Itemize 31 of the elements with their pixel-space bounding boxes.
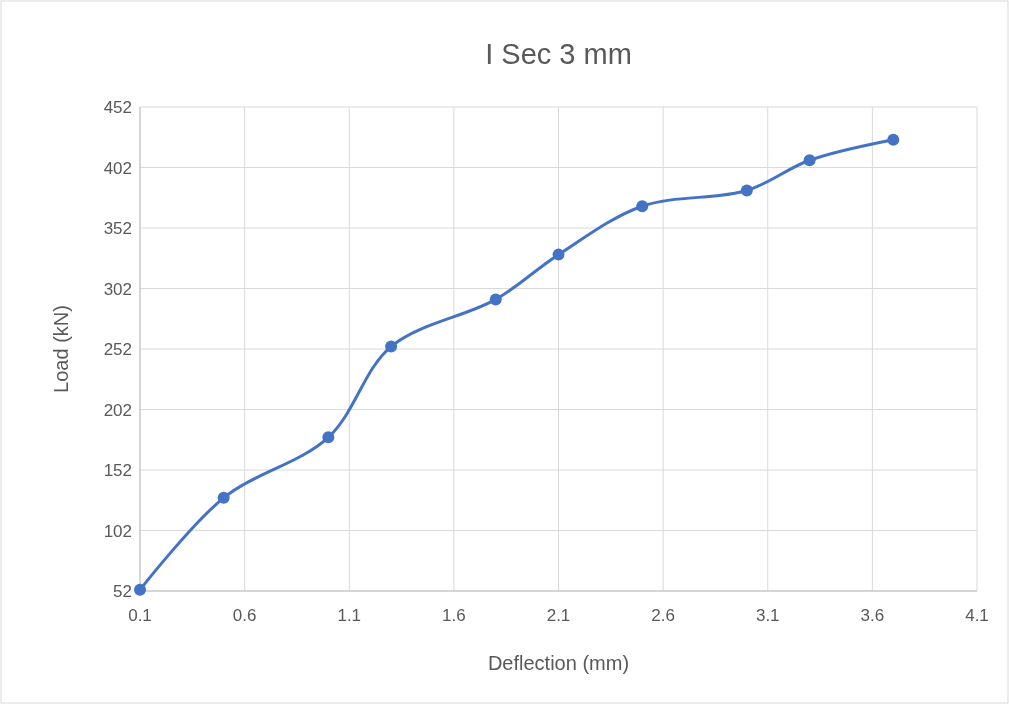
y-tick-label: 302 (103, 279, 132, 299)
x-tick-label: 1.1 (337, 606, 362, 625)
x-tick-label: 3.1 (755, 606, 780, 625)
point (489, 293, 502, 306)
x-tick-label: 3.6 (860, 606, 885, 625)
point (322, 431, 335, 444)
y-tick-label: 52 (113, 582, 132, 601)
y-axis-title: Load (kN) (50, 305, 72, 393)
point (803, 154, 816, 167)
y-tick-label: 402 (103, 158, 132, 178)
point (552, 248, 565, 261)
point (740, 184, 753, 197)
y-tick-label: 102 (103, 521, 132, 541)
x-tick-label: 2.6 (651, 606, 675, 625)
y-tick-label: 452 (103, 98, 132, 117)
point (217, 491, 230, 504)
point (134, 583, 146, 596)
y-tick-label: 252 (103, 340, 132, 359)
x-tick-label: 0.6 (232, 606, 257, 625)
x-axis-title: Deflection (mm) (487, 652, 630, 674)
y-tick-label: 202 (103, 400, 132, 420)
point (887, 133, 900, 146)
x-tick-label: 2.1 (546, 606, 571, 625)
x-tick-label: 4.1 (965, 606, 989, 625)
point (385, 340, 398, 353)
y-tick-label: 352 (103, 219, 132, 238)
x-tick-label: 0.1 (128, 606, 152, 625)
chart-title: I Sec 3 mm (485, 38, 632, 70)
x-tick-label: 1.6 (442, 606, 466, 625)
y-tick-label: 152 (103, 461, 132, 480)
point (636, 200, 649, 213)
